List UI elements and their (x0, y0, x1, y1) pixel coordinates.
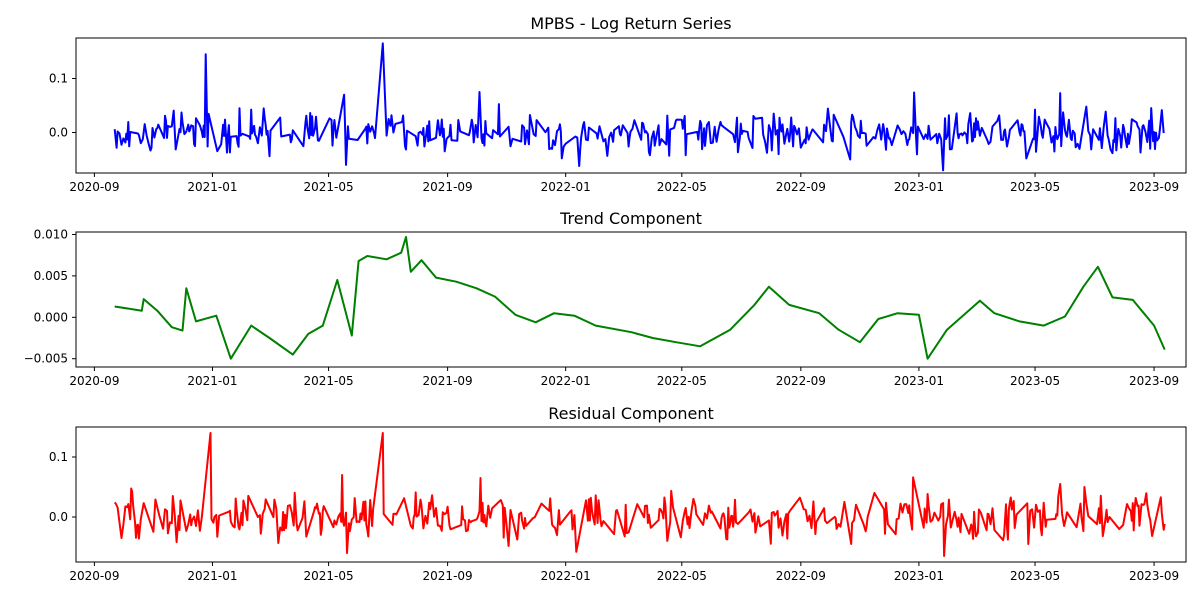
plot-frame (75, 426, 1187, 563)
x-tick-label: 2020-09 (69, 569, 119, 583)
x-tick-label: 2021-01 (187, 374, 237, 388)
panel-trend: Trend Component −0.005 0.000 0.005 0.010 202… (24, 209, 1187, 388)
x-tick-label: 2023-09 (1129, 374, 1179, 388)
x-tick-label: 2021-01 (187, 569, 237, 583)
x-tick-label: 2022-01 (541, 180, 591, 194)
panel-residual: Residual Component 0.0 0.1 2020-09 2021-01 2… (49, 404, 1187, 583)
x-tick-label: 2023-05 (1010, 374, 1060, 388)
series-line (113, 42, 1165, 172)
x-tick-label: 2023-01 (894, 569, 944, 583)
x-tick-label: 2022-05 (657, 180, 707, 194)
x-tick-label: 2023-05 (1010, 569, 1060, 583)
x-tick-label: 2022-09 (776, 569, 826, 583)
y-tick-label: 0.1 (49, 72, 68, 86)
x-tick-label: 2020-09 (69, 374, 119, 388)
x-tick-label: 2021-05 (304, 569, 354, 583)
y-tick-label: 0.1 (49, 450, 68, 464)
x-tick-label: 2023-01 (894, 180, 944, 194)
x-tick-label: 2022-09 (776, 180, 826, 194)
y-tick-label: 0.005 (34, 269, 68, 283)
panel-log-return: MPBS - Log Return Series 0.0 0.1 2020-09 20… (49, 14, 1187, 194)
panel-title: MPBS - Log Return Series (530, 14, 731, 33)
x-tick-label: 2021-09 (423, 374, 473, 388)
x-tick-label: 2023-09 (1129, 180, 1179, 194)
y-tick-label: −0.005 (24, 352, 68, 366)
x-tick-label: 2021-05 (304, 180, 354, 194)
x-tick-label: 2021-01 (187, 180, 237, 194)
series-line (114, 236, 1166, 360)
panel-title: Residual Component (548, 404, 714, 423)
x-tick-label: 2022-05 (657, 569, 707, 583)
x-tick-label: 2022-09 (776, 374, 826, 388)
x-tick-label: 2022-05 (657, 374, 707, 388)
y-tick-label: 0.0 (49, 510, 68, 524)
x-tick-label: 2022-01 (541, 569, 591, 583)
series-line (113, 432, 1166, 557)
plot-frame (75, 37, 1187, 174)
x-tick-label: 2023-05 (1010, 180, 1060, 194)
x-tick-label: 2020-09 (69, 180, 119, 194)
y-tick-label: 0.000 (34, 310, 68, 324)
y-tick-label: 0.0 (49, 126, 68, 140)
x-tick-label: 2023-01 (894, 374, 944, 388)
x-tick-label: 2021-09 (423, 569, 473, 583)
x-tick-label: 2021-05 (304, 374, 354, 388)
y-tick-label: 0.010 (34, 227, 68, 241)
plot-frame (75, 231, 1187, 368)
x-tick-label: 2023-09 (1129, 569, 1179, 583)
x-tick-label: 2022-01 (541, 374, 591, 388)
panel-title: Trend Component (559, 209, 702, 228)
x-tick-label: 2021-09 (423, 180, 473, 194)
